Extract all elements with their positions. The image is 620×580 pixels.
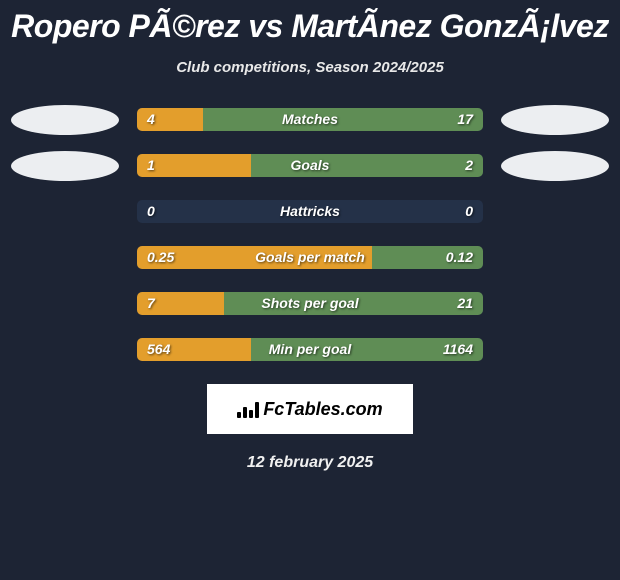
stat-row: 12Goals <box>0 154 620 177</box>
stat-label: Matches <box>137 108 483 131</box>
stat-label: Goals <box>137 154 483 177</box>
bars-icon <box>237 400 259 418</box>
stat-bar: 5641164Min per goal <box>137 338 483 361</box>
footer-date: 12 february 2025 <box>0 454 620 472</box>
stat-label: Hattricks <box>137 200 483 223</box>
team-logo-right <box>501 151 609 181</box>
site-logo-box: FcTables.com <box>207 384 413 434</box>
page-title: Ropero PÃ©rez vs MartÃ­nez GonzÃ¡lvez <box>0 0 620 45</box>
stat-row: 721Shots per goal <box>0 292 620 315</box>
stat-bar: 0.250.12Goals per match <box>137 246 483 269</box>
stat-label: Shots per goal <box>137 292 483 315</box>
stat-row: 0.250.12Goals per match <box>0 246 620 269</box>
page-subtitle: Club competitions, Season 2024/2025 <box>0 59 620 76</box>
stat-bar: 00Hattricks <box>137 200 483 223</box>
team-logo-left <box>11 151 119 181</box>
stat-label: Min per goal <box>137 338 483 361</box>
site-logo: FcTables.com <box>237 399 382 420</box>
stat-row: 417Matches <box>0 108 620 131</box>
team-logo-right <box>501 105 609 135</box>
stat-bar: 12Goals <box>137 154 483 177</box>
stat-bar: 721Shots per goal <box>137 292 483 315</box>
stat-bar: 417Matches <box>137 108 483 131</box>
stat-row: 00Hattricks <box>0 200 620 223</box>
stat-row: 5641164Min per goal <box>0 338 620 361</box>
stat-label: Goals per match <box>137 246 483 269</box>
site-name: FcTables.com <box>263 399 382 420</box>
team-logo-left <box>11 105 119 135</box>
stats-section: 417Matches 12Goals 00Hattricks 0.250.12Goal… <box>0 108 620 361</box>
